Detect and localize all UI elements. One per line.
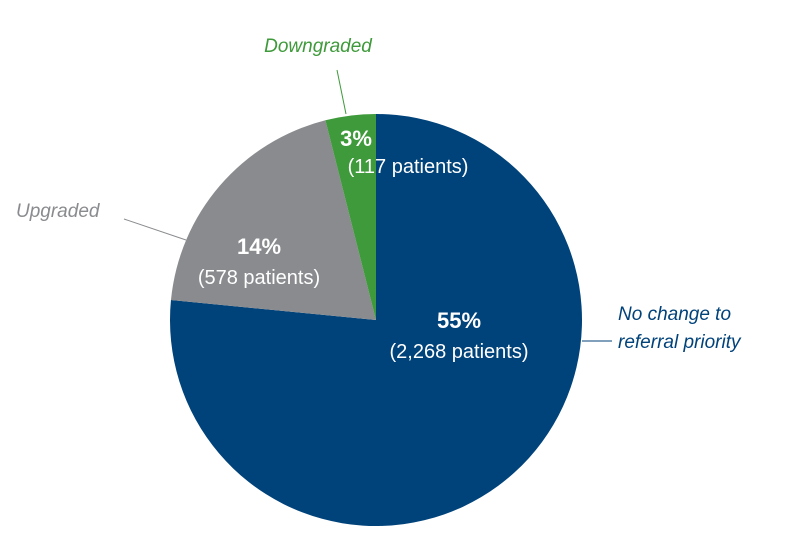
slice-label-upgraded: Upgraded <box>16 201 101 222</box>
leader-line-upgraded <box>123 218 187 241</box>
slice-count-downgraded: (117 patients) <box>348 156 469 178</box>
pie-slice-no-change-to-referral-priority <box>169 114 582 526</box>
slice-count-upgraded: (578 patients) <box>198 267 320 289</box>
slice-label-line: No change to <box>618 304 731 325</box>
pie-slice-upgraded <box>170 120 376 321</box>
slice-percent-no-change-to-referral-priority: 55% <box>437 308 481 333</box>
slice-count-no-change-to-referral-priority: (2,268 patients) <box>390 341 529 363</box>
slice-percent-upgraded: 14% <box>237 234 281 259</box>
slice-label-line: Downgraded <box>264 36 373 57</box>
slice-percent-downgraded: 3% <box>340 126 372 151</box>
slice-label-no-change-to-referral-priority: No change to referral priority <box>618 304 742 353</box>
slice-label-line: Upgraded <box>16 201 101 222</box>
leader-line-downgraded <box>336 69 347 115</box>
slice-label-line: referral priority <box>618 332 742 353</box>
pie-slice-downgraded <box>325 114 376 320</box>
slice-label-downgraded: Downgraded <box>264 36 373 57</box>
